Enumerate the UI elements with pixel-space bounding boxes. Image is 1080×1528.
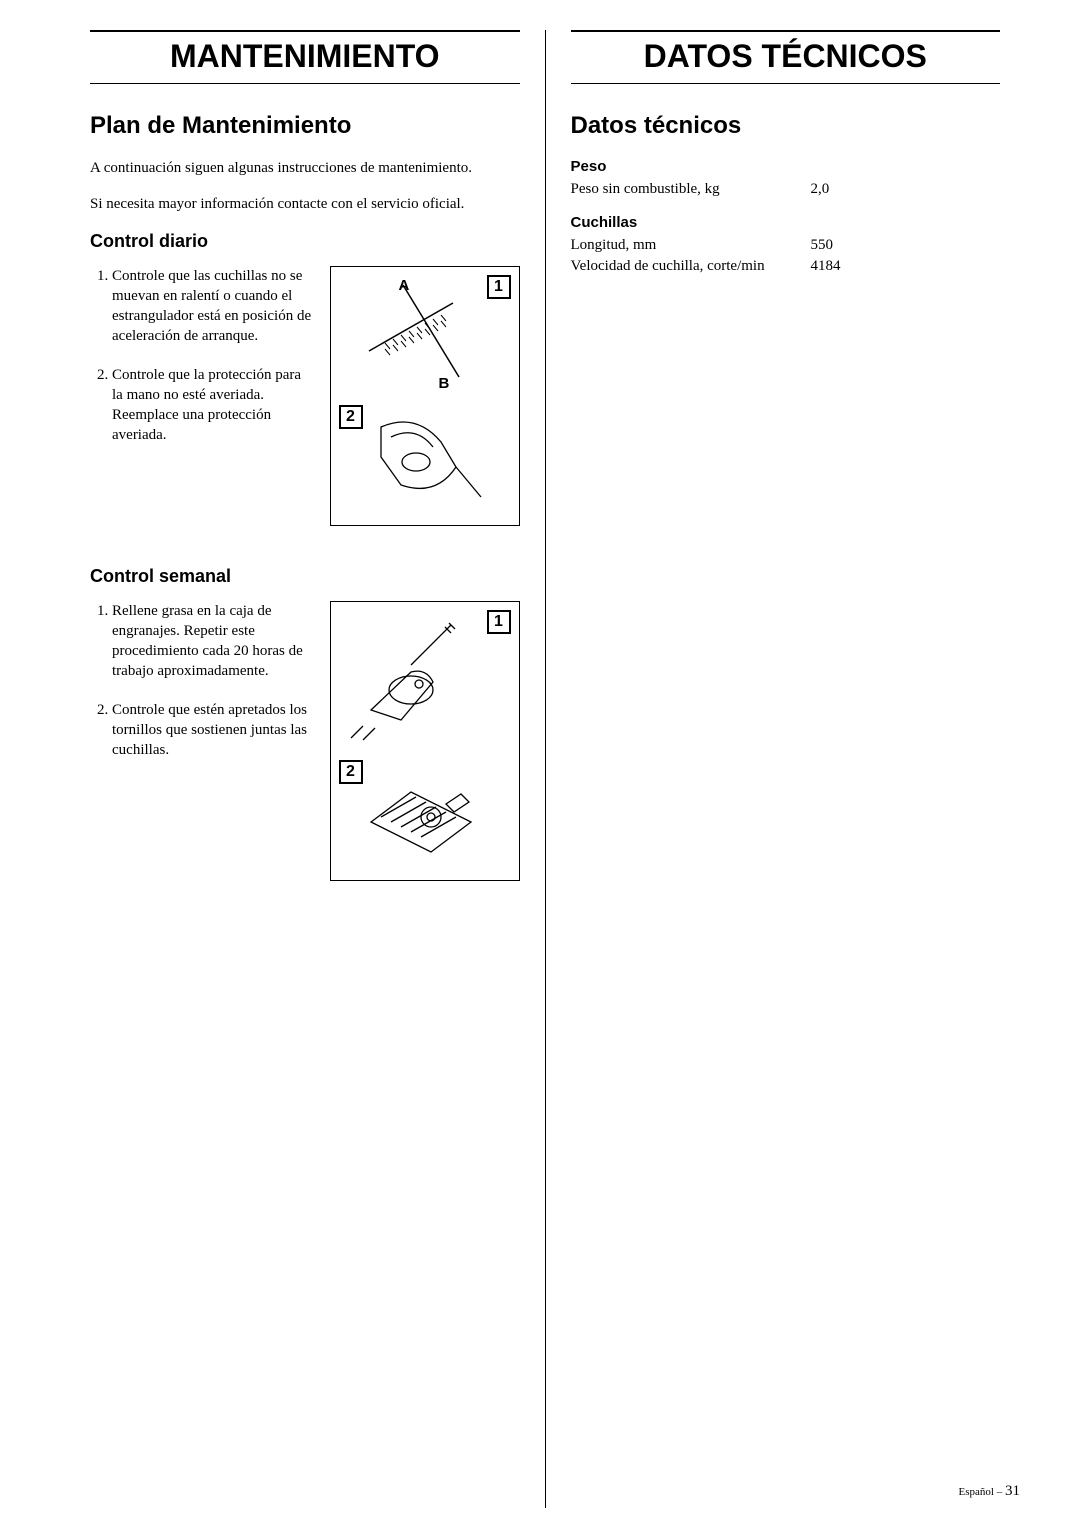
peso-block: Peso Peso sin combustible, kg 2,0 — [571, 158, 1001, 200]
peso-row-name: Peso sin combustible, kg — [571, 179, 811, 200]
left-main-heading: MANTENIMIENTO — [90, 30, 520, 84]
peso-row-value: 2,0 — [811, 179, 830, 200]
weekly-fig-svg-2 — [361, 762, 511, 872]
weekly-block: Rellene grasa en la caja de engranajes. … — [90, 601, 520, 881]
daily-fig-svg-2 — [361, 407, 511, 517]
cuchillas-row2-name: Velocidad de cuchilla, corte/min — [571, 256, 811, 277]
peso-label: Peso — [571, 158, 1001, 175]
intro-text-2: Si necesita mayor información contacte c… — [90, 194, 520, 214]
daily-text: Controle que las cuchillas no se muevan … — [90, 266, 312, 464]
daily-heading: Control diario — [90, 231, 520, 252]
right-main-heading: DATOS TÉCNICOS — [571, 30, 1001, 84]
weekly-text: Rellene grasa en la caja de engranajes. … — [90, 601, 312, 779]
weekly-item-1: Rellene grasa en la caja de engranajes. … — [112, 601, 312, 682]
daily-item-1: Controle que las cuchillas no se muevan … — [112, 266, 312, 347]
footer-page: 31 — [1005, 1483, 1020, 1499]
daily-item-2: Controle que la protección para la mano … — [112, 365, 312, 446]
left-column: MANTENIMIENTO Plan de Mantenimiento A co… — [90, 30, 546, 1508]
footer-lang: Español – — [959, 1486, 1005, 1498]
cuchillas-label: Cuchillas — [571, 214, 1001, 231]
intro-text-1: A continuación siguen algunas instruccio… — [90, 158, 520, 178]
right-column: DATOS TÉCNICOS Datos técnicos Peso Peso … — [546, 30, 1021, 1508]
cuchillas-row-1: Longitud, mm 550 — [571, 235, 1001, 256]
cuchillas-row-2: Velocidad de cuchilla, corte/min 4184 — [571, 256, 1001, 277]
cuchillas-row1-name: Longitud, mm — [571, 235, 811, 256]
weekly-fig-svg-1 — [341, 610, 511, 750]
daily-block: Controle que las cuchillas no se muevan … — [90, 266, 520, 526]
weekly-fig-box-2: 2 — [339, 760, 363, 784]
daily-fig-svg-1 — [341, 273, 511, 393]
left-sub-heading: Plan de Mantenimiento — [90, 112, 520, 140]
page-footer: Español – 31 — [959, 1483, 1020, 1500]
weekly-item-2: Controle que estén apretados los tornill… — [112, 700, 312, 761]
daily-fig-box-2: 2 — [339, 405, 363, 429]
weekly-heading: Control semanal — [90, 566, 520, 587]
cuchillas-block: Cuchillas Longitud, mm 550 Velocidad de … — [571, 214, 1001, 277]
peso-row: Peso sin combustible, kg 2,0 — [571, 179, 1001, 200]
cuchillas-row1-value: 550 — [811, 235, 834, 256]
weekly-figure: 1 2 — [330, 601, 520, 881]
right-sub-heading: Datos técnicos — [571, 112, 1001, 140]
cuchillas-row2-value: 4184 — [811, 256, 841, 277]
daily-figure: 1 A B 2 — [330, 266, 520, 526]
